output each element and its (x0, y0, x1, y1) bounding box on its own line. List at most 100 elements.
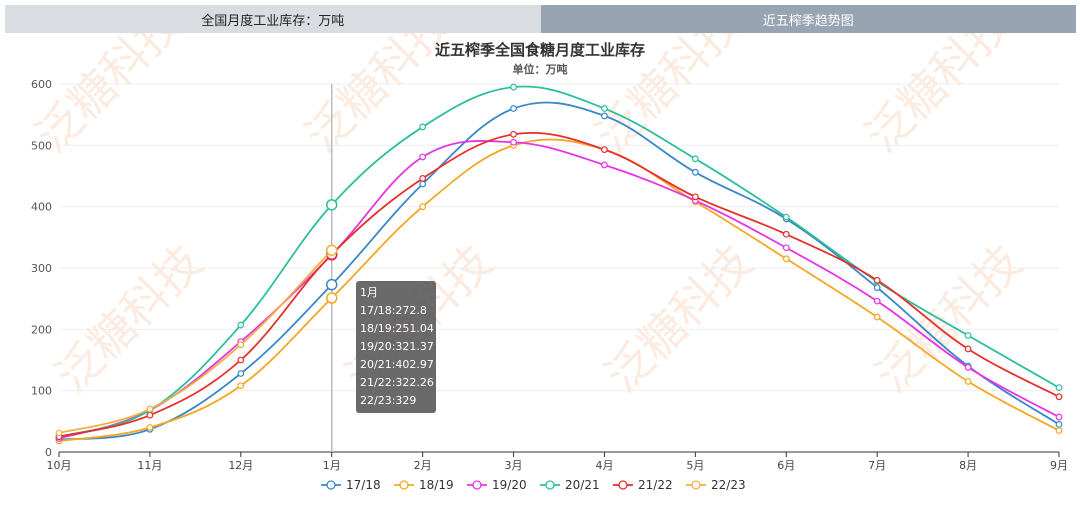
data-point (964, 332, 972, 339)
legend-item[interactable]: 22/23 (686, 478, 746, 492)
legend-item[interactable]: 18/19 (394, 478, 454, 492)
series-line (58, 249, 333, 434)
series-22-23 (55, 244, 338, 437)
y-tick-label: 300 (31, 262, 52, 275)
watermark-text: 泛糖科技 (45, 235, 213, 403)
legend-item[interactable]: 19/20 (467, 478, 527, 492)
legend-marker (472, 480, 482, 490)
legend-item[interactable]: 20/21 (540, 478, 600, 492)
x-tick-label: 5月 (686, 459, 704, 472)
y-tick-label: 600 (31, 78, 52, 91)
data-point (601, 146, 608, 154)
data-point (1055, 413, 1063, 421)
legend-label: 17/18 (346, 478, 381, 492)
x-tick-label: 3月 (505, 459, 523, 472)
tab-bar: 全国月度工业库存：万吨 近五榨季趋势图 (5, 5, 1076, 33)
y-tick-label: 500 (31, 139, 52, 152)
series-19-20 (55, 138, 1063, 442)
tooltip-line: 20/21:402.97 (360, 358, 434, 371)
watermark-layer: 泛糖科技泛糖科技泛糖科技泛糖科技泛糖科技泛糖科技泛糖科技泛糖科技 (25, 0, 1033, 403)
y-axis: 0 100 200 300 400 500 600 (31, 78, 52, 459)
x-tick-label: 6月 (777, 459, 795, 472)
data-point (1055, 421, 1063, 428)
data-point (782, 244, 790, 252)
data-point (691, 193, 699, 201)
legend-label: 21/22 (638, 478, 673, 492)
data-point (510, 83, 517, 91)
data-point (1055, 384, 1063, 392)
legend-label: 20/21 (565, 478, 600, 492)
data-point (325, 244, 338, 256)
legend-marker (399, 480, 409, 490)
legend-marker (618, 480, 628, 490)
legend-item[interactable]: 17/18 (321, 478, 381, 492)
data-point (55, 429, 63, 437)
x-tick-label: 2月 (414, 459, 432, 472)
grid-lines (59, 83, 1059, 392)
data-point (1055, 427, 1063, 434)
y-tick-label: 200 (31, 323, 52, 336)
data-point (601, 105, 608, 112)
line-chart: 泛糖科技泛糖科技泛糖科技泛糖科技泛糖科技泛糖科技泛糖科技泛糖科技 近五榨季全国食… (25, 0, 1068, 492)
series-line (58, 140, 1060, 440)
x-tick-label: 1月 (323, 459, 341, 472)
x-tick-label: 4月 (595, 459, 613, 472)
x-axis: 10月 11月 12月 1月 2月 3月 4月 5月 6月 7月 8月 9月 (47, 451, 1068, 472)
legend-label: 18/19 (419, 478, 454, 492)
legend-item[interactable]: 21/22 (613, 478, 673, 492)
data-point (873, 297, 881, 305)
watermark-text: 泛糖科技 (865, 235, 1033, 403)
data-point (419, 180, 427, 188)
tab-monthly-inventory[interactable]: 全国月度工业库存：万吨 (5, 5, 541, 33)
legend-marker (545, 480, 555, 490)
data-point (691, 155, 699, 163)
legend-marker (691, 480, 701, 490)
tab-five-season-trend[interactable]: 近五榨季趋势图 (540, 5, 1076, 33)
data-point (419, 123, 427, 131)
data-point (237, 356, 245, 364)
data-point (325, 292, 338, 304)
data-point (146, 405, 154, 413)
data-point (964, 363, 972, 371)
y-tick-label: 100 (31, 385, 52, 398)
tooltip-line: 19/20:321.37 (360, 340, 434, 353)
x-tick-label: 8月 (959, 459, 977, 472)
data-point (419, 153, 427, 161)
tooltip: 1月 17/18:272.8 18/19:251.04 19/20:321.37… (356, 281, 436, 413)
series-line (58, 131, 1060, 438)
data-point (237, 370, 245, 377)
data-point (325, 199, 338, 211)
series-layer (55, 83, 1063, 445)
tooltip-line: 18/19:251.04 (360, 322, 434, 335)
data-point (146, 424, 154, 431)
data-point (510, 105, 517, 112)
data-point (1055, 393, 1063, 401)
data-point (691, 168, 699, 176)
data-point (510, 130, 517, 138)
y-tick-label: 0 (45, 446, 52, 459)
data-point (873, 313, 881, 321)
tooltip-title: 1月 (360, 286, 378, 299)
x-tick-label: 7月 (868, 459, 886, 472)
x-tick-label: 12月 (228, 459, 253, 472)
series-21-22 (55, 130, 1063, 441)
legend-label: 19/20 (492, 478, 527, 492)
tooltip-line: 21/22:322.26 (360, 376, 434, 389)
data-point (237, 321, 245, 329)
data-point (510, 138, 517, 146)
data-point (873, 284, 881, 292)
data-point (782, 230, 790, 238)
data-point (601, 161, 608, 169)
data-point (325, 278, 338, 291)
data-point (237, 382, 245, 390)
legend: 17/18 18/19 19/20 20/21 21/22 22/23 (321, 478, 746, 492)
x-tick-label: 11月 (137, 459, 162, 472)
tooltip-line: 22/23:329 (360, 394, 417, 407)
data-point (782, 255, 790, 263)
watermark-text: 泛糖科技 (855, 33, 1023, 163)
data-point (237, 341, 245, 349)
chart-subtitle: 单位：万吨 (513, 62, 568, 76)
data-point (782, 213, 790, 221)
data-point (419, 175, 427, 182)
